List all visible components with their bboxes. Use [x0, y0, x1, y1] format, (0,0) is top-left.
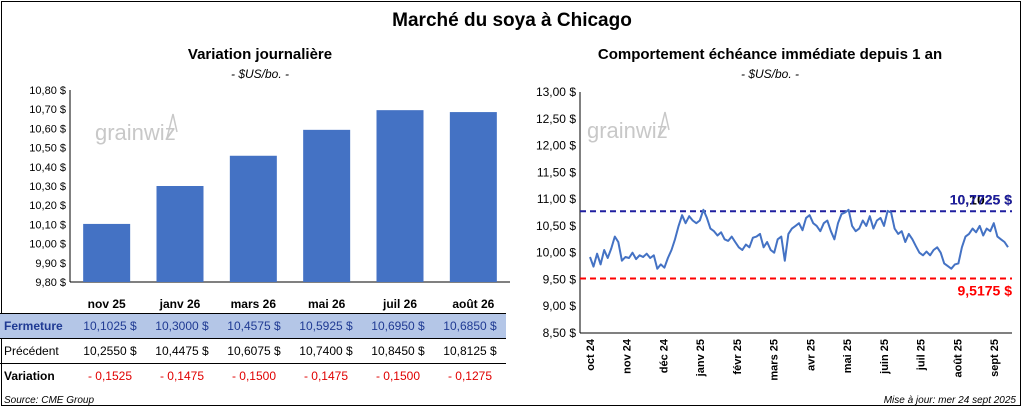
line-chart-title: Comportement échéance immédiate depuis 1… — [597, 46, 943, 63]
table-row-variation: Variation - 0,1525 - 0,1475 - 0,1500 - 0… — [0, 363, 506, 388]
close-value: 10,3000 $ — [146, 313, 218, 339]
line-chart: grainwiz 8,50 $ 9,00 $ 9,50 $ 10,00 $ 10,50 $… — [536, 85, 1013, 381]
x-tick-label: juil 25 — [916, 339, 928, 371]
row-label-variation: Variation — [0, 363, 74, 388]
y-tick-label: 10,30 $ — [29, 181, 66, 193]
previous-value: 10,6075 $ — [227, 344, 281, 358]
x-tick-label: oct 24 — [585, 338, 597, 371]
x-tick-label: nov 24 — [622, 338, 634, 374]
y-tick-label: 11,00 $ — [537, 192, 576, 206]
y-tick-label: 10,10 $ — [29, 219, 66, 231]
y-tick-label: 10,80 $ — [29, 85, 66, 97]
y-tick-label: 8,50 $ — [543, 326, 577, 340]
bar-chart-unit: - $US/bo. - — [230, 67, 290, 81]
y-tick-label: 10,50 $ — [29, 143, 66, 155]
row-label-close: Fermeture — [0, 313, 74, 339]
variation-value: - 0,1475 — [290, 363, 362, 388]
y-tick-label: 10,70 $ — [29, 104, 66, 116]
x-tick-label: juin 25 — [879, 339, 891, 375]
bar — [83, 223, 131, 282]
bar — [376, 110, 424, 282]
y-tick-label: 10,60 $ — [29, 123, 66, 135]
x-tick-label: août 25 — [952, 339, 964, 378]
previous-value: 10,2550 $ — [83, 344, 137, 358]
bar — [156, 186, 204, 282]
x-tick-label: mars 26 — [231, 297, 277, 311]
source-note: Source: CME Group — [4, 395, 95, 406]
update-note: Mise à jour: mer 24 sept 2025 — [883, 395, 1016, 406]
x-tick-label: nov 25 — [88, 297, 126, 311]
x-tick-label: janv 25 — [695, 339, 707, 377]
x-tick-label: mai 25 — [842, 339, 854, 373]
variation-value: - 0,1500 — [218, 363, 290, 388]
x-tick-label: déc 24 — [658, 338, 670, 373]
watermark-logo: grainwiz — [587, 118, 668, 143]
previous-value: 10,8450 $ — [371, 344, 425, 358]
y-tick-label: 10,20 $ — [29, 200, 66, 212]
last-value-label: 10,1025 $ — [950, 191, 1012, 207]
watermark-mark — [658, 111, 670, 137]
bar — [229, 155, 277, 282]
bar-chart-title: Variation journalière — [187, 46, 333, 63]
table-row-previous: Précédent 10,2550 $ 10,4475 $ 10,6075 $ … — [0, 339, 506, 364]
y-tick-label: 9,90 $ — [35, 258, 66, 270]
y-tick-label: 9,50 $ — [543, 272, 577, 286]
line-chart-unit: - $US/bo. - — [740, 67, 800, 81]
futures-table: Fermeture 10,1025 $ 10,3000 $ 10,4575 $ … — [0, 313, 506, 388]
variation-value: - 0,1475 — [146, 363, 218, 388]
x-tick-label: janv 26 — [159, 297, 201, 311]
x-tick-label: avr 25 — [805, 339, 817, 371]
previous-value: 10,7400 $ — [299, 344, 353, 358]
variation-value: - 0,1525 — [74, 363, 146, 388]
y-tick-label: 10,00 $ — [536, 246, 576, 260]
close-value: 10,4575 $ — [218, 313, 290, 339]
variation-value: - 0,1500 — [362, 363, 434, 388]
bar-chart: grainwiz 9,80 $ 9,90 $ 10,00 $ 10,10 $ 10,20 … — [29, 85, 510, 311]
x-tick-label: mai 26 — [308, 297, 346, 311]
max-value-label: 10,7725 $ — [950, 191, 1012, 207]
y-tick-label: 10,00 $ — [29, 239, 66, 251]
y-tick-label: 10,40 $ — [29, 162, 66, 174]
y-tick-label: 10,50 $ — [536, 219, 576, 233]
y-tick-label: 9,00 $ — [543, 299, 577, 313]
bar — [303, 129, 351, 282]
bar — [449, 112, 497, 282]
watermark-logo: grainwiz — [95, 120, 176, 145]
x-tick-label: sept 25 — [989, 339, 1001, 377]
x-tick-label: févr 25 — [732, 339, 744, 374]
table-row-close: Fermeture 10,1025 $ 10,3000 $ 10,4575 $ … — [0, 313, 506, 339]
watermark-mark — [166, 113, 178, 139]
row-label-previous: Précédent — [4, 344, 59, 358]
variation-value: - 0,1275 — [434, 363, 506, 388]
x-tick-label: août 26 — [452, 297, 494, 311]
y-tick-label: 9,80 $ — [35, 277, 66, 289]
previous-value: 10,4475 $ — [155, 344, 209, 358]
y-tick-label: 12,00 $ — [536, 139, 576, 153]
page-title: Marché du soya à Chicago — [392, 10, 632, 31]
y-tick-label: 11,50 $ — [537, 165, 576, 179]
close-value: 10,6850 $ — [434, 313, 506, 339]
price-series-line — [589, 208, 1009, 270]
close-value: 10,1025 $ — [74, 313, 146, 339]
y-tick-label: 13,00 $ — [536, 85, 576, 99]
min-value-label: 9,5175 $ — [958, 283, 1013, 299]
y-tick-label: 12,50 $ — [536, 112, 576, 126]
x-tick-label: mars 25 — [769, 339, 781, 381]
x-tick-label: juil 26 — [382, 297, 417, 311]
close-value: 10,5925 $ — [290, 313, 362, 339]
close-value: 10,6950 $ — [362, 313, 434, 339]
previous-value: 10,8125 $ — [443, 344, 497, 358]
